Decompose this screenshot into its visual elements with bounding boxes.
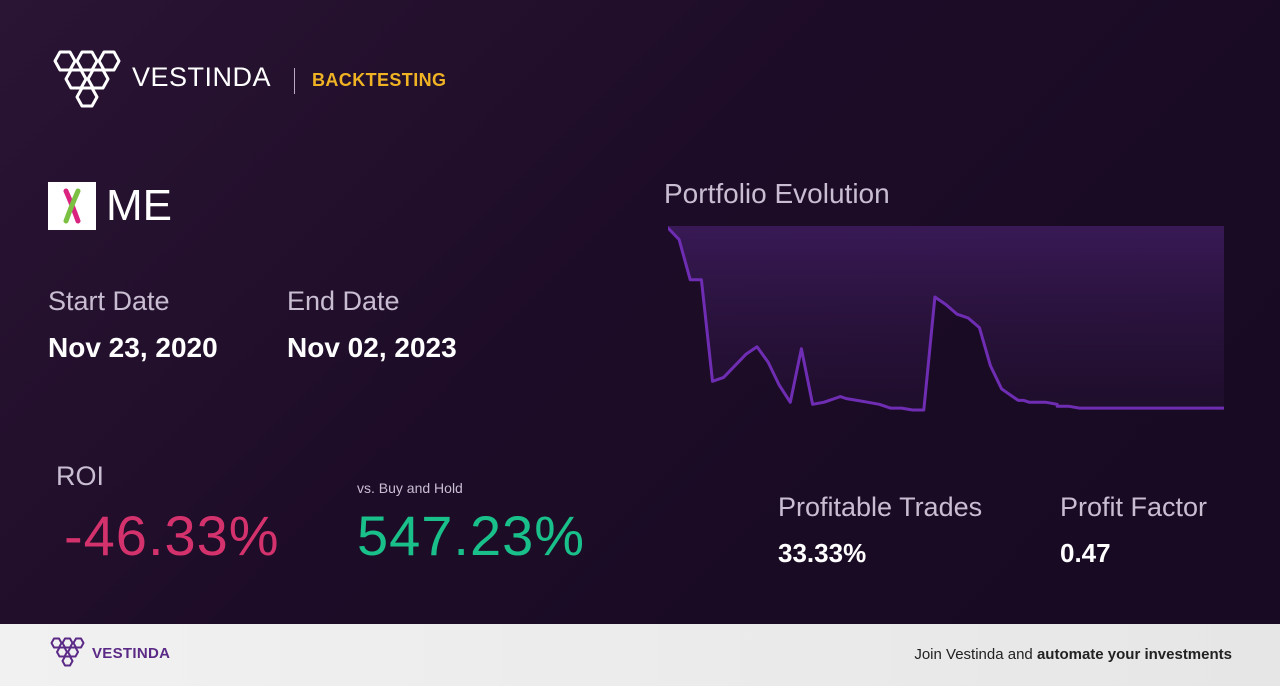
footer-cta-prefix: Join Vestinda and [914, 646, 1037, 663]
chart-title: Portfolio Evolution [664, 178, 890, 209]
buy-hold-value: 547.23% [357, 504, 586, 567]
buy-hold-label: vs. Buy and Hold [357, 480, 463, 496]
profitable-trades-label: Profitable Trades [778, 492, 983, 522]
profit-factor-value: 0.47 [1060, 538, 1111, 568]
start-date-value: Nov 23, 2020 [48, 332, 218, 363]
main-panel: VESTINDA BACKTESTING ME Start Date Nov 2… [0, 0, 1280, 624]
chart-area [668, 226, 1224, 410]
profit-factor-label: Profit Factor [1060, 492, 1208, 522]
footer: VESTINDA Join Vestinda and automate your… [0, 624, 1280, 686]
brand-tag: BACKTESTING [312, 70, 447, 90]
roi-label: ROI [56, 461, 105, 491]
end-date-label: End Date [287, 286, 400, 316]
asset-ticker: ME [48, 182, 172, 230]
23andme-logo-icon [48, 182, 96, 230]
start-date-label: Start Date [48, 286, 170, 316]
brand-name: VESTINDA [132, 62, 272, 92]
end-date-value: Nov 02, 2023 [287, 332, 457, 363]
vestinda-logo-icon [53, 50, 121, 108]
footer-brand[interactable]: VESTINDA [48, 636, 170, 670]
roi-value: -46.33% [64, 504, 280, 567]
asset-symbol: ME [106, 181, 172, 230]
brand-divider [294, 68, 295, 94]
profitable-trades-value: 33.33% [778, 538, 867, 568]
footer-cta[interactable]: Join Vestinda and automate your investme… [914, 646, 1232, 663]
footer-cta-bold: automate your investments [1036, 646, 1232, 663]
vestinda-logo-icon [50, 637, 85, 667]
chart-series-line [668, 226, 1224, 412]
portfolio-chart [668, 226, 1224, 412]
footer-brand-name: VESTINDA [92, 644, 171, 662]
brand[interactable]: VESTINDA BACKTESTING [48, 46, 446, 116]
